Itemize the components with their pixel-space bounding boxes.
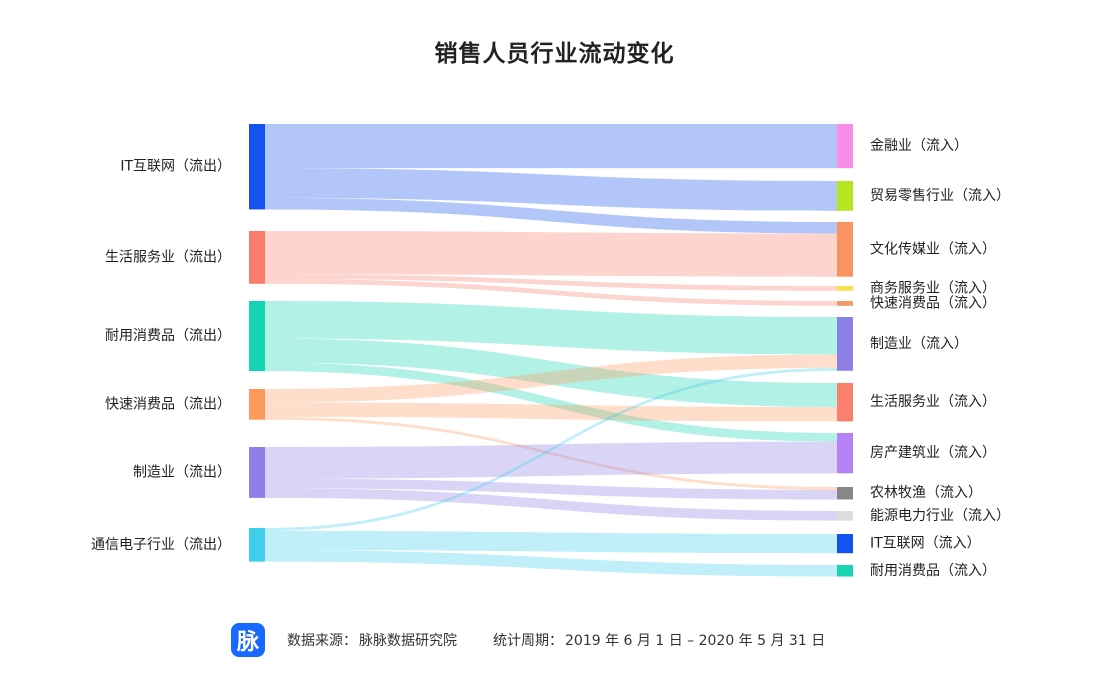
flow-link-5-5 (265, 367, 837, 531)
target-node-5 (837, 317, 853, 371)
source-node-0 (249, 124, 265, 210)
target-label-0: 金融业（流入） (870, 138, 968, 154)
target-label-10: IT互联网（流入） (870, 536, 981, 552)
flow-link-1-3 (265, 274, 837, 291)
target-label-9: 能源电力行业（流入） (870, 508, 1010, 524)
target-label-1: 贸易零售行业（流入） (870, 188, 1010, 204)
source-label-0: IT互联网（流出） (120, 159, 231, 175)
target-node-1 (837, 181, 853, 211)
flow-link-4-7 (265, 441, 837, 479)
flow-link-1-4 (265, 279, 837, 306)
flow-link-5-11 (265, 550, 837, 577)
flow-link-3-8 (265, 416, 837, 490)
flow-link-5-10 (265, 530, 837, 554)
source-label-5: 通信电子行业（流出） (91, 537, 231, 553)
target-node-9 (837, 511, 853, 521)
chart-title: 销售人员行业流动变化 (434, 41, 675, 67)
flow-link-4-8 (265, 478, 837, 500)
flow-link-2-5 (265, 301, 837, 355)
target-node-8 (837, 487, 853, 500)
target-label-7: 房产建筑业（流入） (870, 445, 996, 461)
flow-link-1-2 (265, 231, 837, 277)
flow-link-2-7 (265, 362, 837, 442)
flow-link-4-9 (265, 488, 837, 521)
flow-link-2-6 (265, 338, 837, 407)
source-node-4 (249, 447, 265, 498)
source-node-2 (249, 301, 265, 372)
target-node-11 (837, 565, 853, 577)
period-label: 统计周期： (493, 633, 563, 649)
flow-link-3-6 (265, 402, 837, 422)
source-label-3: 快速消费品（流出） (105, 396, 231, 412)
target-node-3 (837, 286, 853, 291)
flow-link-0-1 (265, 168, 837, 211)
target-node-7 (837, 433, 853, 474)
flow-link-0-0 (265, 124, 837, 169)
source-node-1 (249, 231, 265, 284)
source-label: 数据来源： (287, 633, 357, 649)
target-label-6: 生活服务业（流入） (870, 394, 996, 410)
target-node-2 (837, 222, 853, 277)
target-node-6 (837, 383, 853, 422)
source-label-2: 耐用消费品（流出） (105, 328, 231, 344)
flow-nodes (249, 124, 853, 577)
target-label-3: 商务服务业（流入） (870, 280, 996, 296)
target-label-5: 制造业（流入） (870, 336, 968, 352)
target-node-4 (837, 301, 853, 306)
target-label-8: 农林牧渔（流入） (870, 485, 982, 501)
source-node-5 (249, 528, 265, 562)
source-label-4: 制造业（流出） (133, 464, 231, 480)
maimai-logo: 脉 (231, 623, 265, 657)
target-label-2: 文化传媒业（流入） (870, 241, 996, 257)
source-value: 脉脉数据研究院 (359, 633, 457, 649)
flow-links (265, 124, 837, 577)
target-label-4: 快速消费品（流入） (870, 295, 996, 311)
flow-link-3-5 (265, 354, 837, 403)
source-node-3 (249, 389, 265, 420)
target-node-10 (837, 534, 853, 554)
source-label-1: 生活服务业（流出） (105, 249, 231, 265)
flow-link-0-2 (265, 197, 837, 234)
period-value: 2019 年 6 月 1 日 – 2020 年 5 月 31 日 (565, 633, 826, 649)
target-label-11: 耐用消费品（流入） (870, 563, 996, 579)
target-node-0 (837, 124, 853, 169)
footer: 脉 数据来源： 脉脉数据研究院 统计周期： 2019 年 6 月 1 日 – 2… (231, 622, 825, 658)
node-labels: IT互联网（流出） 生活服务业（流出） 耐用消费品（流出） 快速消费品（流出） 制造业（… (91, 138, 1010, 579)
